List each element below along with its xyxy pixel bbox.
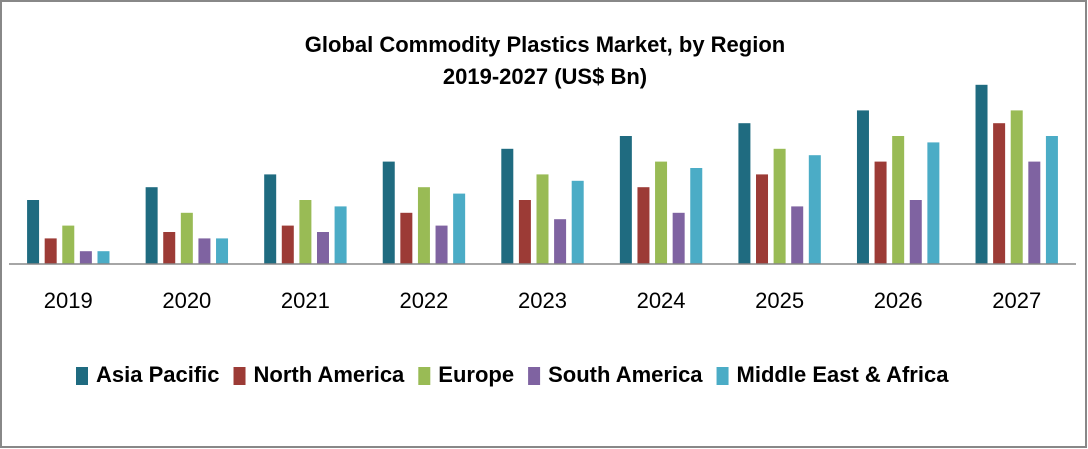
bar [773,148,786,264]
bar [791,206,804,264]
bar [145,187,158,264]
bar [738,123,751,264]
bar [856,110,869,265]
bar [874,161,887,264]
bar [216,238,229,264]
bar [264,174,277,264]
bar [756,174,769,264]
bar [892,136,905,264]
bar [518,200,531,264]
x-tick-label: 2023 [518,288,567,313]
bar [417,187,430,264]
bar [672,212,685,264]
chart-title: Global Commodity Plastics Market, by Reg… [305,32,785,57]
bar [501,148,514,264]
legend-label: Asia Pacific [96,362,220,387]
bar [435,225,448,264]
legend-swatch [233,367,246,385]
bar [690,168,703,264]
bar [1045,136,1058,264]
bar [655,161,668,264]
bar [281,225,294,264]
bar [619,136,632,264]
legend-swatch [716,367,729,385]
x-tick-label: 2027 [992,288,1041,313]
bar [299,200,312,264]
x-tick-label: 2022 [399,288,448,313]
bar [44,238,57,264]
bar [536,174,549,264]
bar [163,232,176,264]
x-tick-label: 2021 [281,288,330,313]
bar [993,123,1006,264]
legend-swatch [418,367,431,385]
bar [637,187,650,264]
bar [975,84,988,264]
x-tick-label: 2020 [162,288,211,313]
legend-label: Middle East & Africa [737,362,950,387]
legend-label: South America [548,362,703,387]
x-tick-label: 2024 [637,288,686,313]
bar [927,142,940,264]
bar [334,206,347,264]
bar [62,225,75,264]
bar [554,219,567,264]
bar [180,212,193,264]
bar [453,193,466,264]
bar [97,251,110,264]
bar [400,212,413,264]
x-tick-label: 2026 [874,288,923,313]
bar [808,155,821,264]
x-tick-label: 2025 [755,288,804,313]
bar [79,251,92,264]
bar [1010,110,1023,265]
x-tick-label: 2019 [44,288,93,313]
legend-label: North America [254,362,406,387]
bar [1028,161,1041,264]
chart-subtitle: 2019-2027 (US$ Bn) [443,64,647,89]
bar [909,200,922,264]
bar [316,232,329,264]
bar [382,161,395,264]
legend-swatch [528,367,541,385]
bar [27,200,40,264]
bar [198,238,211,264]
legend-swatch [76,367,88,385]
bar [571,180,584,264]
legend-label: Europe [438,362,514,387]
